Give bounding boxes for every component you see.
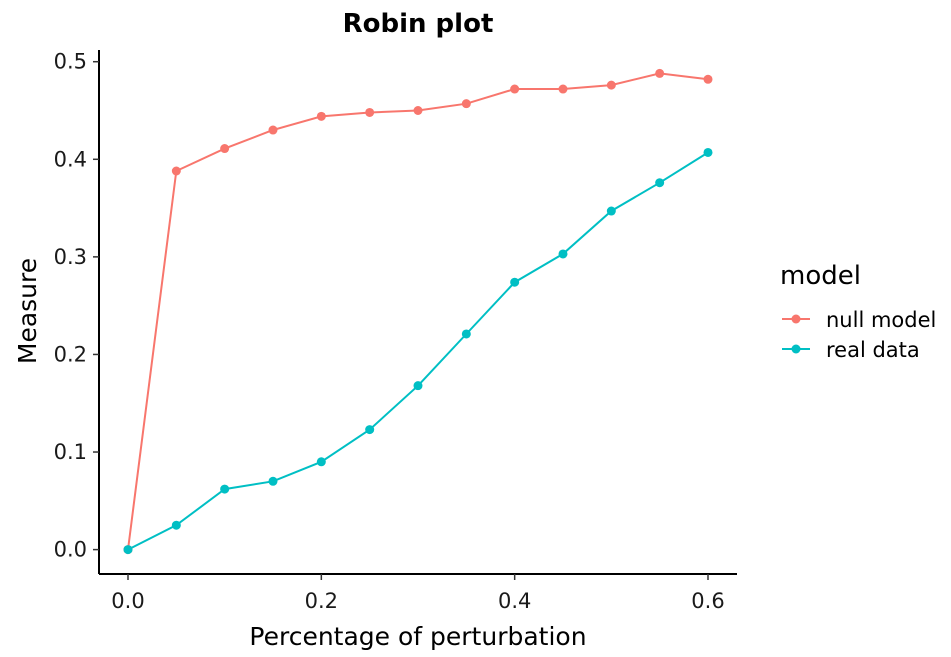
- data-point-null-model: [703, 74, 713, 84]
- y-tick-label: 0.4: [54, 147, 87, 171]
- series-line-real-data: [127, 151, 709, 551]
- data-point-null-model: [220, 144, 230, 154]
- data-point-null-model: [606, 80, 616, 90]
- data-point-real-data: [123, 545, 133, 555]
- legend-key-point: [791, 344, 801, 354]
- data-point-real-data: [365, 425, 375, 435]
- data-point-null-model: [316, 111, 326, 121]
- legend-key-point: [791, 314, 801, 324]
- data-point-real-data: [268, 476, 278, 486]
- x-tick-label: 0.0: [111, 589, 144, 613]
- data-point-real-data: [655, 178, 665, 188]
- series-line-null-model: [127, 72, 709, 550]
- legend-title: model: [780, 261, 861, 291]
- y-tick-label: 0.3: [54, 245, 87, 269]
- y-tick-label: 0.5: [54, 50, 87, 74]
- plot-area: 0.0 0.1 0.2 0.3 0.4 0.5 0.0 0.2 0.4 0.6: [54, 50, 737, 613]
- data-point-real-data: [606, 206, 616, 216]
- y-tick-label: 0.0: [54, 538, 87, 562]
- y-tick-label: 0.1: [54, 440, 87, 464]
- data-point-real-data: [510, 277, 520, 287]
- x-tick-label: 0.2: [305, 589, 338, 613]
- data-point-real-data: [413, 381, 423, 391]
- data-point-null-model: [365, 107, 375, 117]
- legend-label: real data: [826, 338, 920, 362]
- data-point-null-model: [461, 99, 471, 109]
- x-axis-title: Percentage of perturbation: [249, 622, 586, 651]
- data-point-real-data: [703, 147, 713, 157]
- data-point-real-data: [171, 520, 181, 530]
- data-point-null-model: [558, 84, 568, 94]
- y-tick-label: 0.2: [54, 342, 87, 366]
- x-tick-label: 0.6: [691, 589, 724, 613]
- data-point-null-model: [655, 68, 665, 78]
- x-tick-label: 0.4: [498, 589, 531, 613]
- data-point-null-model: [510, 84, 520, 94]
- y-axis-title: Measure: [13, 258, 42, 364]
- data-point-real-data: [558, 249, 568, 259]
- chart-title: Robin plot: [343, 9, 494, 39]
- data-point-real-data: [220, 484, 230, 494]
- data-point-real-data: [461, 329, 471, 339]
- legend-label: null model: [826, 308, 936, 332]
- data-point-null-model: [171, 166, 181, 176]
- legend: model null model real data: [780, 261, 936, 362]
- data-point-real-data: [316, 457, 326, 467]
- data-point-null-model: [413, 105, 423, 115]
- data-point-null-model: [268, 125, 278, 135]
